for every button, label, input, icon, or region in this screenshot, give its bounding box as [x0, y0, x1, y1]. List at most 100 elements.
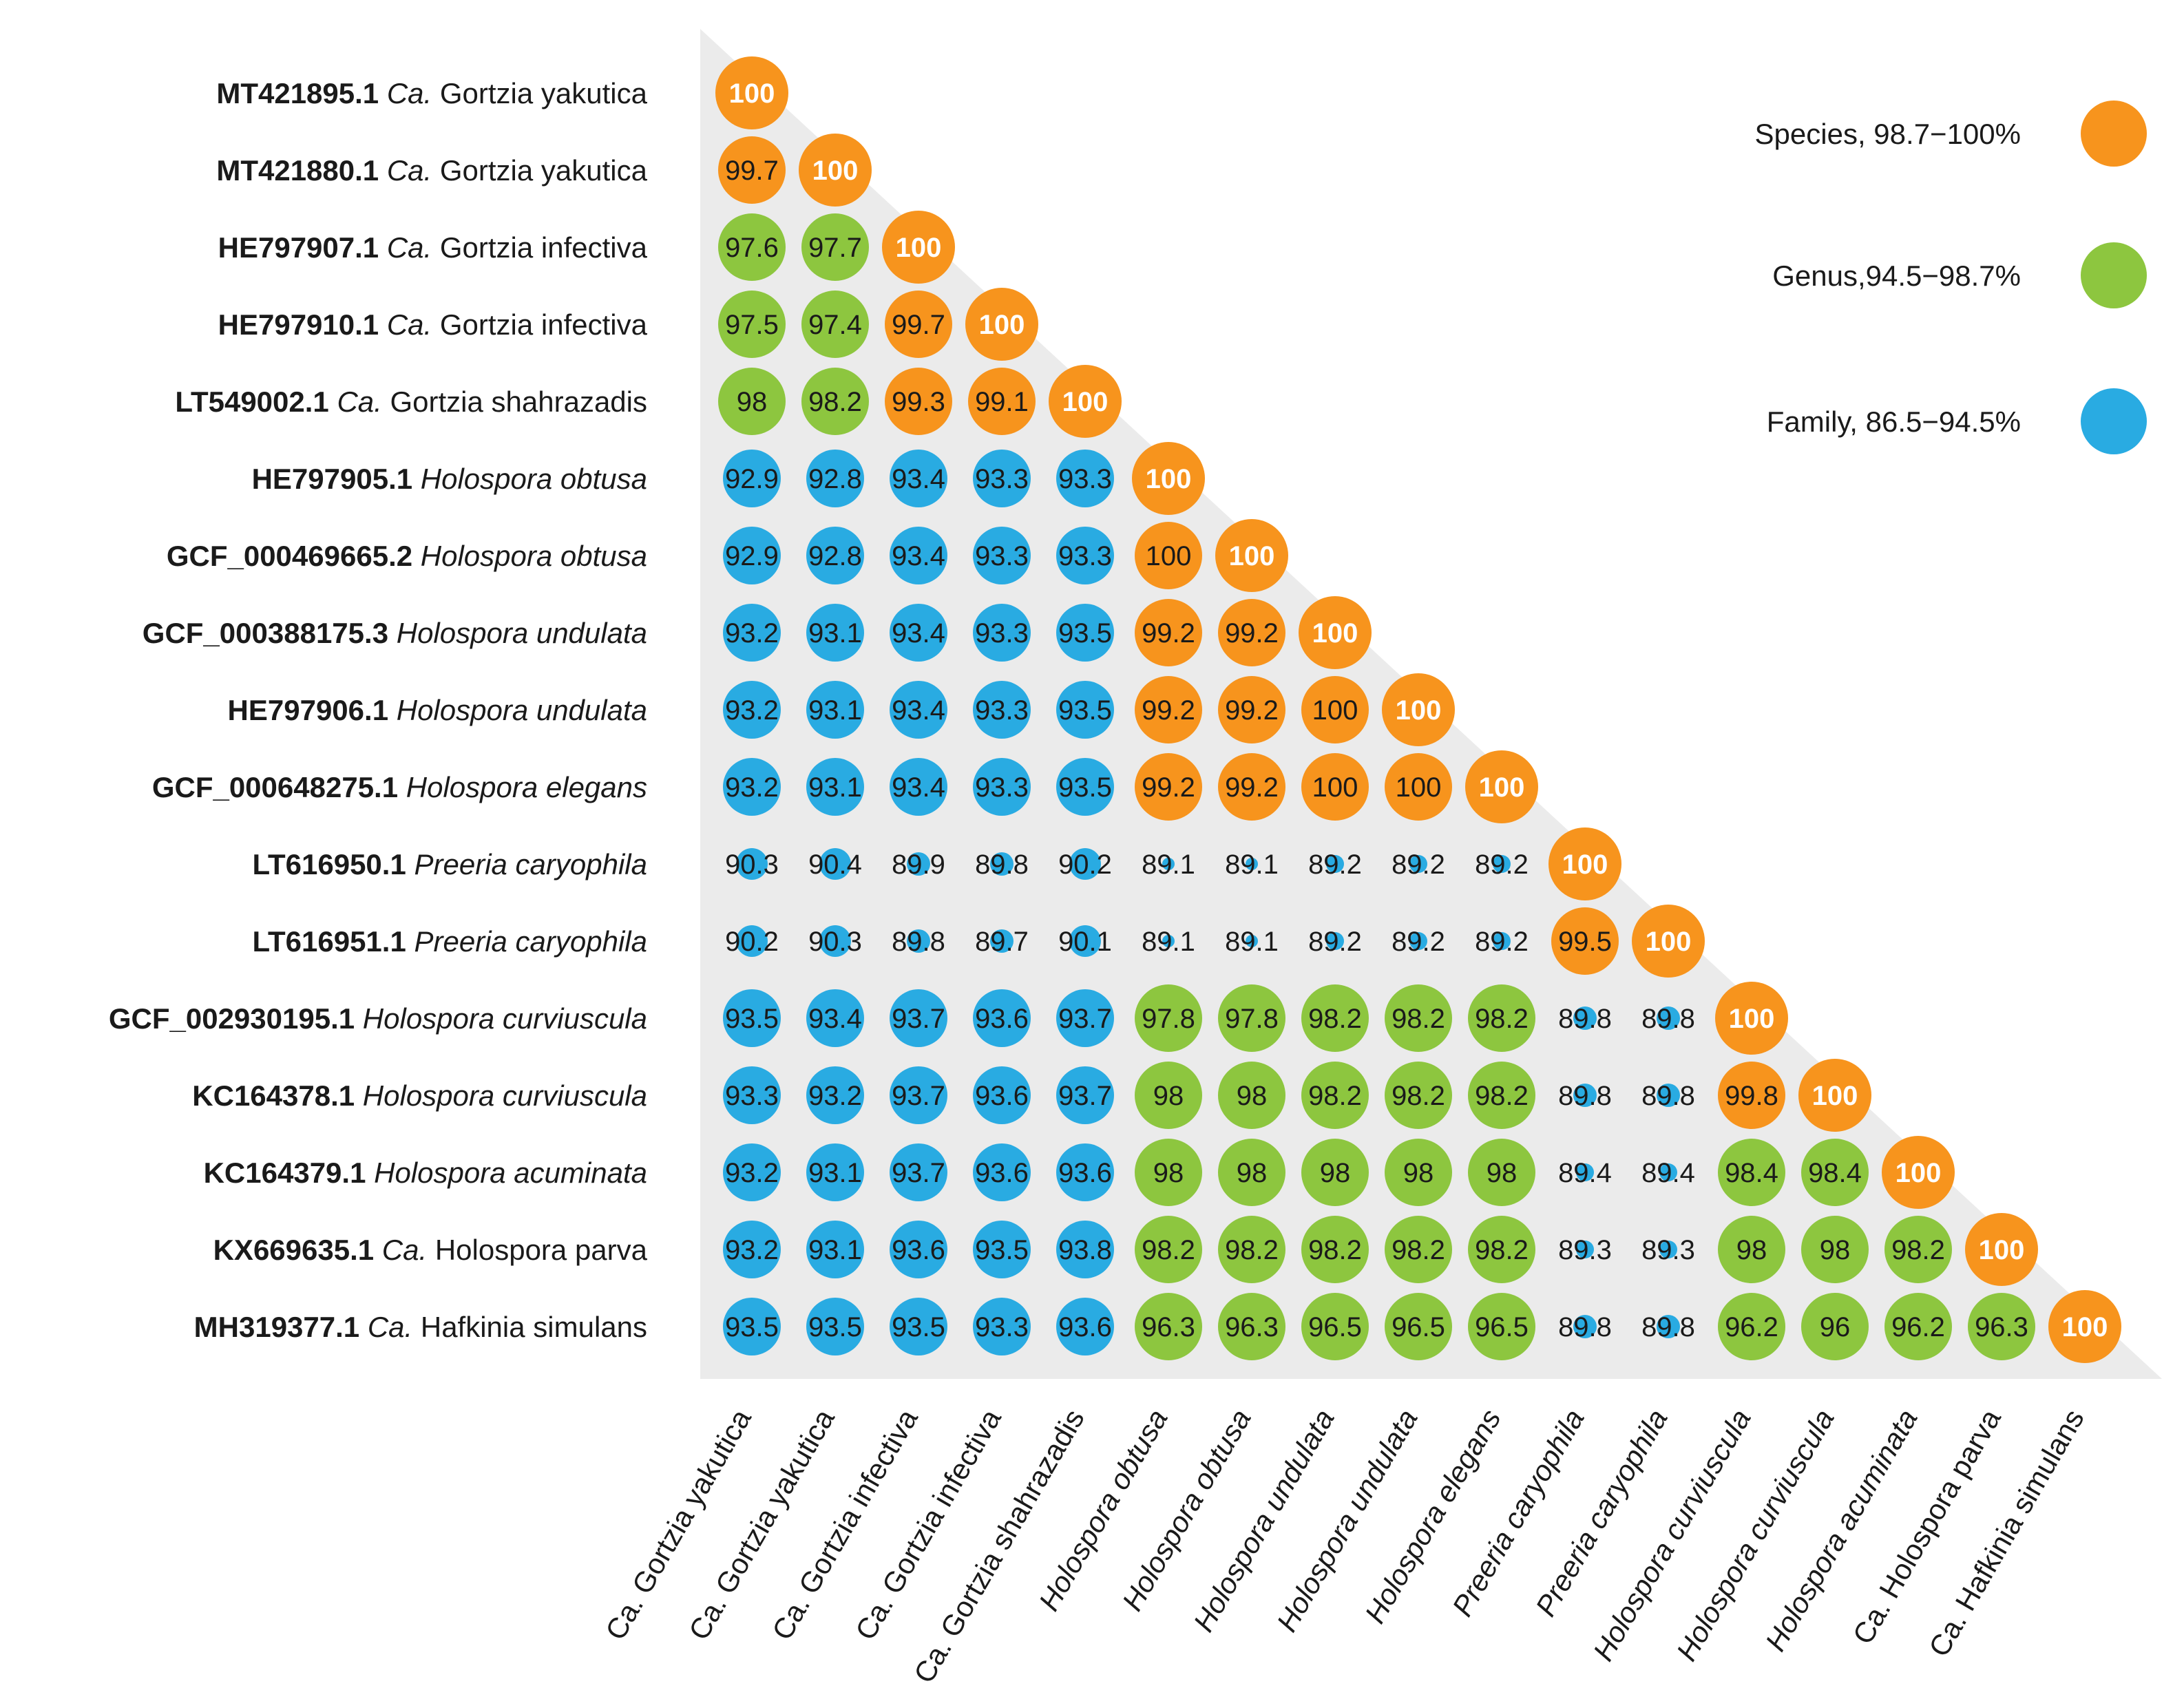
cell-value-r7-c6: 100 — [1146, 541, 1192, 571]
row-labels-layer: MT421895.1 Ca. Gortzia yakuticaMT421880.… — [109, 77, 648, 1343]
cell-value-r12-c2: 90.3 — [808, 927, 862, 957]
cell-circle-r7-c4 — [973, 527, 1031, 584]
cell-circle-r6-c2 — [806, 450, 864, 507]
cell-circle-r11-c8 — [1326, 855, 1344, 873]
cell-circle-r17-c7 — [1218, 1293, 1285, 1360]
cell-circle-r4-c3 — [885, 291, 952, 358]
row-label-accession: GCF_000388175.3 — [143, 617, 388, 649]
cell-value-r16-c16: 100 — [1979, 1235, 2025, 1265]
cell-circle-r15-c5 — [1056, 1143, 1114, 1201]
cell-value-r9-c6: 99.2 — [1142, 695, 1195, 726]
cell-value-r17-c10: 96.5 — [1475, 1312, 1529, 1342]
cell-circle-r14-c1 — [723, 1066, 781, 1124]
cell-circle-r8-c3 — [890, 604, 947, 662]
cell-circle-r11-c7 — [1246, 858, 1258, 870]
cell-value-r15-c14: 98.4 — [1808, 1158, 1862, 1188]
cell-value-r13-c8: 98.2 — [1308, 1004, 1362, 1034]
cell-value-r9-c8: 100 — [1312, 695, 1358, 726]
cell-circle-r14-c3 — [890, 1066, 947, 1124]
cell-circle-r11-c1 — [736, 848, 768, 880]
cell-circle-r13-c4 — [973, 989, 1031, 1047]
cell-circle-r16-c8 — [1301, 1216, 1369, 1283]
cell-value-r6-c2: 92.8 — [808, 464, 862, 494]
row-label-accession: MT421880.1 — [216, 154, 379, 187]
cell-circle-r10-c2 — [806, 758, 864, 816]
row-label-17: MH319377.1 Ca. Hafkinia simulans — [194, 1311, 647, 1343]
row-label-name: Holospora curviuscula — [363, 1002, 647, 1035]
column-label-14: Holospora curviuscula — [1670, 1404, 1840, 1666]
cell-circle-r12-c10 — [1493, 932, 1511, 950]
cell-value-r6-c5: 93.3 — [1058, 464, 1112, 494]
cell-circle-r16-c10 — [1468, 1216, 1535, 1283]
cell-circle-r14-c6 — [1135, 1062, 1202, 1129]
cell-value-r16-c8: 98.2 — [1308, 1235, 1362, 1265]
cell-circle-r4-c2 — [801, 291, 869, 358]
row-label-prefix: Ca. — [387, 154, 432, 187]
cell-value-r11-c10: 89.2 — [1475, 850, 1529, 880]
cell-value-r7-c5: 93.3 — [1058, 541, 1112, 571]
cell-circle-r9-c4 — [973, 681, 1031, 739]
cell-value-r14-c5: 93.7 — [1058, 1081, 1112, 1111]
cell-circle-r15-c9 — [1385, 1139, 1452, 1206]
cell-circle-r11-c2 — [819, 848, 851, 880]
cell-circle-r14-c7 — [1218, 1062, 1285, 1129]
cell-value-r7-c3: 93.4 — [892, 541, 945, 571]
cell-value-r13-c2: 93.4 — [808, 1004, 862, 1034]
column-label-name: Holospora acuminata — [1759, 1404, 1924, 1656]
cell-value-r5-c1: 98 — [737, 387, 768, 417]
cell-value-r10-c3: 93.4 — [892, 772, 945, 803]
cell-circle-r17-c3 — [890, 1298, 947, 1355]
cell-value-r8-c1: 93.2 — [725, 618, 779, 648]
column-label-3: Ca. Gortzia infectiva — [766, 1403, 924, 1645]
column-label-prefix: Ca. — [599, 1590, 649, 1645]
cell-value-r14-c14: 100 — [1812, 1081, 1858, 1111]
row-label-name: Hafkinia simulans — [421, 1311, 647, 1343]
cell-value-r16-c1: 93.2 — [725, 1235, 779, 1265]
cell-circle-r11-c9 — [1409, 855, 1427, 873]
row-label-name: Holospora elegans — [406, 771, 647, 803]
cell-value-r4-c4: 100 — [979, 310, 1025, 340]
cell-value-r11-c11: 100 — [1562, 850, 1608, 880]
cell-circle-r5-c2 — [801, 368, 869, 435]
row-label-accession: MT421895.1 — [216, 77, 379, 109]
row-label-10: GCF_000648275.1 Holospora elegans — [152, 771, 647, 803]
column-label-prefix: Ca. — [849, 1590, 899, 1645]
cell-circle-r15-c2 — [806, 1143, 864, 1201]
legend: Species, 98.7−100% Genus,94.5−98.7% Family… — [1755, 101, 2147, 454]
cell-circle-r14-c8 — [1301, 1062, 1369, 1129]
cell-circle-r9-c3 — [890, 681, 947, 739]
column-label-15: Holospora acuminata — [1759, 1404, 1924, 1656]
cell-circle-r6-c3 — [890, 450, 947, 507]
cell-value-r17-c2: 93.5 — [808, 1312, 862, 1342]
row-label-14: KC164378.1 Holospora curviuscula — [192, 1079, 647, 1112]
cell-circle-r17-c11 — [1573, 1315, 1597, 1338]
row-label-7: GCF_000469665.2 Holospora obtusa — [167, 540, 647, 572]
column-label-13: Holospora curviuscula — [1586, 1404, 1756, 1666]
cell-value-r15-c15: 100 — [1896, 1158, 1942, 1188]
cell-value-r13-c12: 89.8 — [1641, 1004, 1695, 1034]
cell-value-r10-c10: 100 — [1479, 772, 1525, 803]
cell-circle-r17-c2 — [806, 1298, 864, 1355]
row-label-11: LT616950.1 Preeria caryophila — [252, 848, 647, 880]
cell-circle-r7-c5 — [1056, 527, 1114, 584]
cell-value-r9-c7: 99.2 — [1225, 695, 1279, 726]
cell-circle-r16-c13 — [1718, 1216, 1785, 1283]
cell-circle-r7-c3 — [890, 527, 947, 584]
cell-value-r15-c2: 93.1 — [808, 1158, 862, 1188]
legend-swatch-2 — [2081, 242, 2147, 308]
cell-circle-r15-c13 — [1718, 1139, 1785, 1206]
row-label-accession: GCF_000648275.1 — [152, 771, 398, 803]
column-label-name: Holospora curviuscula — [1670, 1404, 1840, 1666]
cell-value-r16-c7: 98.2 — [1225, 1235, 1279, 1265]
cell-value-r11-c2: 90.4 — [808, 850, 862, 880]
cell-circle-r2-c2 — [799, 134, 872, 207]
cell-circle-r3-c2 — [801, 213, 869, 281]
cell-circle-r7-c7 — [1215, 519, 1288, 592]
cell-circle-r14-c12 — [1657, 1084, 1680, 1107]
cell-circle-r3-c1 — [718, 213, 786, 281]
cell-circle-r8-c7 — [1218, 599, 1285, 666]
cell-value-r14-c7: 98 — [1237, 1081, 1268, 1111]
cell-circle-r17-c5 — [1056, 1298, 1114, 1355]
